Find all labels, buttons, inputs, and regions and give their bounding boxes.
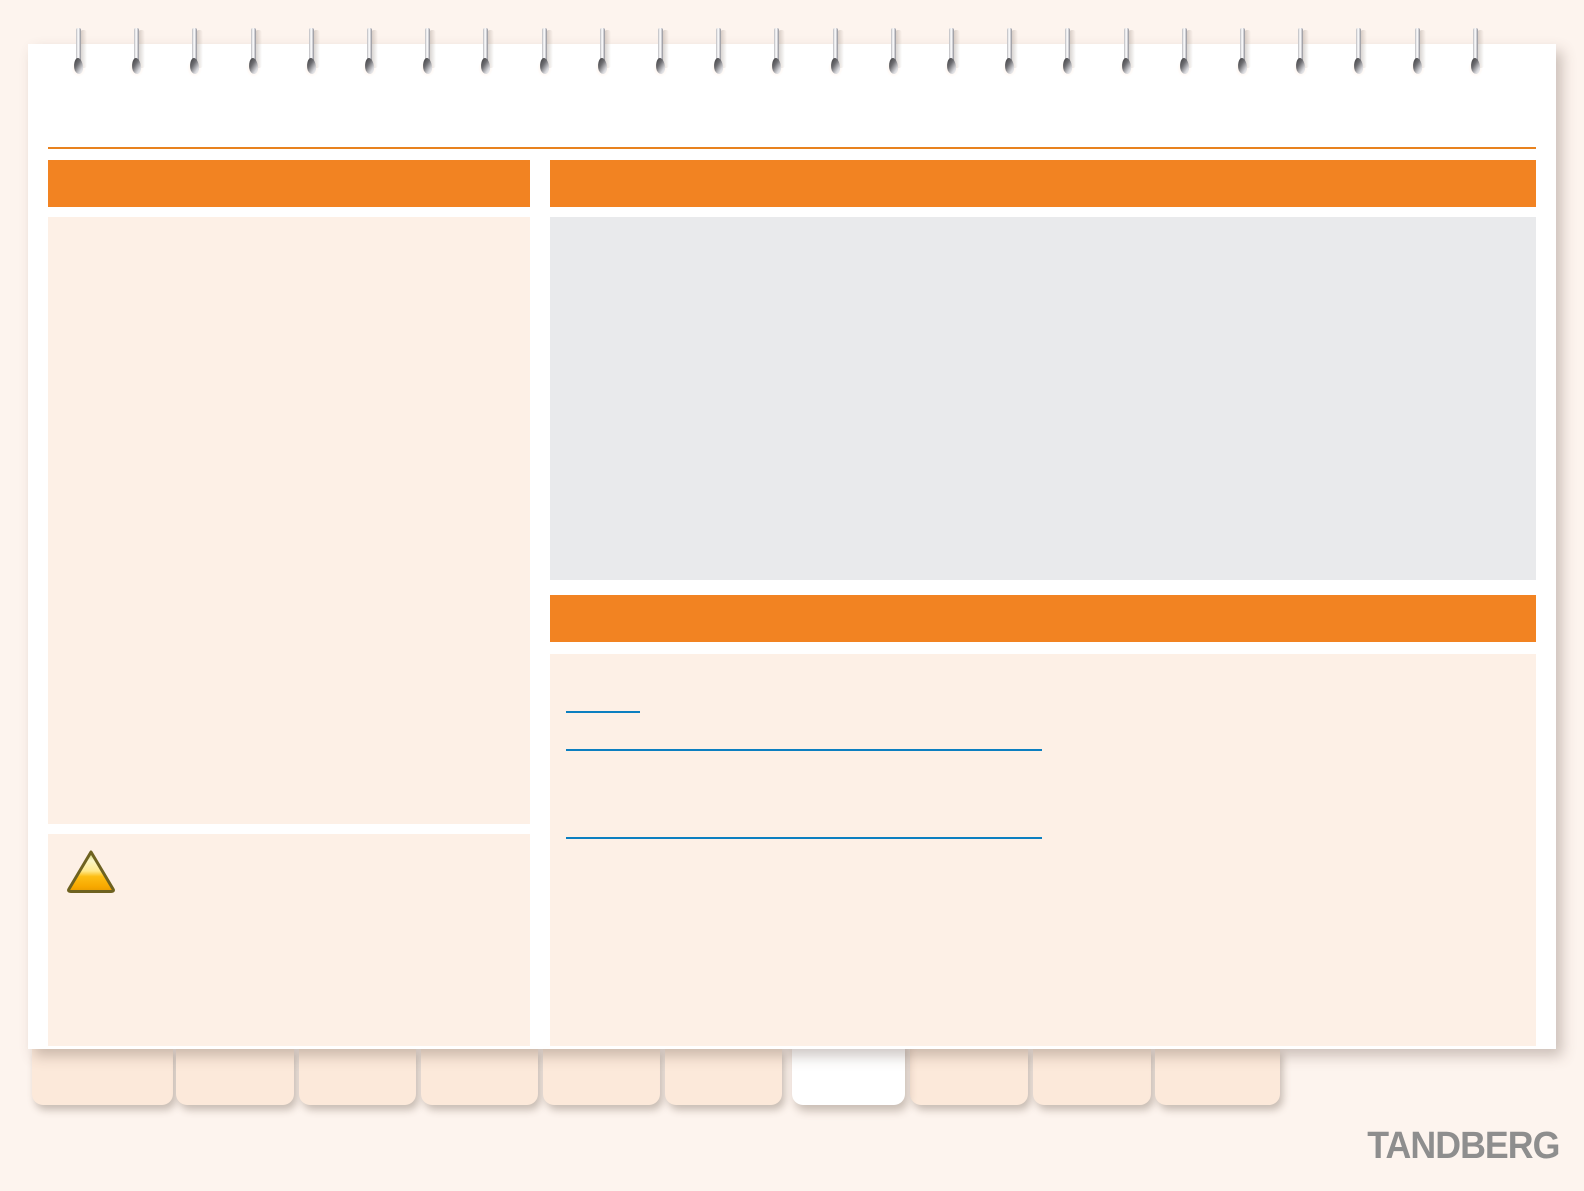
link-spacer [566,718,1520,732]
right-column [550,160,1536,1046]
tandberg-logo: TANDBERG [1367,1125,1561,1167]
link-row [566,694,1520,718]
tab-item-5[interactable] [543,1049,660,1105]
link-row [566,820,1520,844]
left-column [48,160,530,1046]
reference-link-2[interactable] [566,732,1042,752]
warning-triangle-icon [66,849,116,893]
tab-strip [0,1041,1584,1111]
tab-item-3[interactable] [299,1049,416,1105]
tab-item-1[interactable] [32,1049,173,1105]
tab-item-9[interactable] [1033,1049,1151,1105]
header-rule [48,147,1536,149]
page-sheet [28,44,1556,1049]
left-section-header [48,160,530,207]
links-panel [550,654,1536,1046]
link-row [566,732,1520,756]
reference-link-1[interactable] [566,694,640,713]
right-section-header-bottom [550,595,1536,642]
tab-item-2[interactable] [176,1049,294,1105]
reference-link-3[interactable] [566,820,1042,839]
right-grey-panel [550,217,1536,580]
link-spacer [566,757,1520,820]
tab-item-8[interactable] [910,1049,1028,1105]
tab-item-6[interactable] [665,1049,782,1105]
tab-item-10[interactable] [1155,1049,1280,1105]
tab-item-4[interactable] [421,1049,538,1105]
left-body-panel [48,217,530,824]
right-section-header-top [550,160,1536,207]
tab-item-7[interactable] [792,1041,905,1105]
warning-note-panel [48,834,530,1046]
